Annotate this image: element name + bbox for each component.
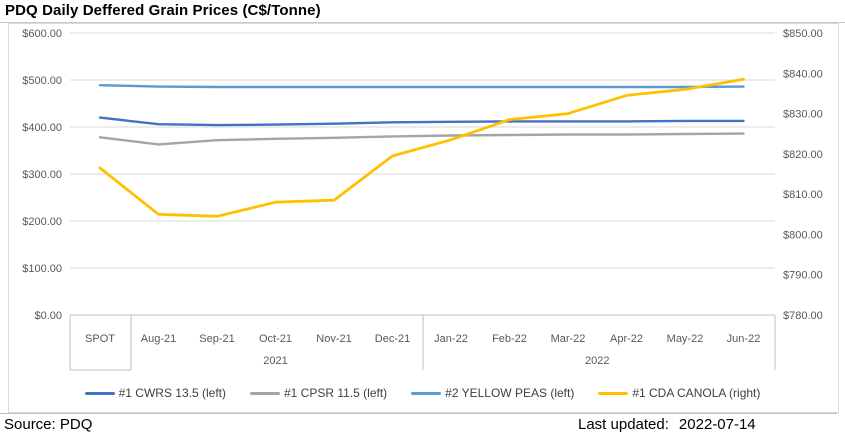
category-label: Oct-21: [259, 333, 292, 345]
last-updated-value: 2022-07-14: [678, 416, 756, 433]
page-title: PDQ Daily Deffered Grain Prices (C$/Tonn…: [5, 2, 321, 19]
right-axis-tick: $840.00: [783, 68, 823, 80]
series-lines: [98, 77, 745, 218]
right-axis-tick: $850.00: [783, 28, 823, 40]
series-line-0: [98, 116, 745, 127]
legend-line-swatch: [411, 391, 442, 395]
axes: $600.00 $500.00 $400.00 $300.00 $200.00 $100.…: [22, 28, 823, 371]
left-axis-tick: $0.00: [34, 310, 62, 322]
last-updated: Last updated: 2022-07-14: [578, 416, 756, 433]
right-axis-tick: $800.00: [783, 229, 823, 241]
series-line-2: [98, 84, 745, 89]
category-label: Apr-22: [610, 333, 643, 345]
left-axis-tick: $400.00: [22, 122, 62, 134]
grain-prices-line-chart[interactable]: $600.00 $500.00 $400.00 $300.00 $200.00 $100.…: [0, 24, 845, 413]
left-axis-tick: $600.00: [22, 28, 62, 40]
footer-divider: [0, 413, 837, 414]
chart-legend: #1 CWRS 13.5 (left) #1 CPSR 11.5 (left) #2…: [0, 384, 845, 402]
right-axis-tick: $820.00: [783, 149, 823, 161]
year-group-label: 2022: [585, 355, 609, 367]
right-axis-tick: $810.00: [783, 189, 823, 201]
category-label: Dec-21: [375, 333, 410, 345]
category-label: Feb-22: [492, 333, 527, 345]
legend-line-swatch: [250, 391, 280, 395]
category-label: Mar-22: [551, 333, 586, 345]
legend-label: #1 CWRS 13.5 (left): [118, 386, 226, 400]
left-axis-tick: $300.00: [22, 169, 62, 181]
source-note: Source: PDQ: [4, 416, 93, 433]
legend-label: #2 YELLOW PEAS (left): [445, 386, 575, 400]
legend-item-2: #2 YELLOW PEAS (left): [411, 386, 574, 400]
category-label: Jun-22: [727, 333, 761, 345]
category-label: SPOT: [85, 333, 115, 345]
year-group-label: 2021: [263, 355, 287, 367]
left-axis-tick: $100.00: [22, 263, 62, 275]
category-label: Aug-21: [141, 333, 176, 345]
legend-label: #1 CPSR 11.5 (left): [284, 386, 388, 400]
left-axis-tick: $500.00: [22, 75, 62, 87]
category-label: Nov-21: [316, 333, 351, 345]
left-axis-tick: $200.00: [22, 216, 62, 228]
legend-line-swatch: [598, 391, 629, 395]
legend-item-3: #1 CDA CANOLA (right): [598, 386, 760, 400]
right-axis-tick: $790.00: [783, 270, 823, 282]
legend-item-1: #1 CPSR 11.5 (left): [250, 386, 387, 400]
right-axis-tick: $780.00: [783, 310, 823, 322]
category-label: May-22: [667, 333, 704, 345]
title-cell: PDQ Daily Deffered Grain Prices (C$/Tonn…: [0, 0, 845, 23]
category-label: Jan-22: [434, 333, 468, 345]
legend-label: #1 CDA CANOLA (right): [632, 386, 761, 400]
legend-line-swatch: [84, 391, 115, 395]
series-line-1: [98, 132, 745, 146]
right-axis-tick: $830.00: [783, 109, 823, 121]
legend-item-0: #1 CWRS 13.5 (left): [84, 386, 226, 400]
category-label: Sep-21: [199, 333, 234, 345]
series-line-3: [98, 77, 745, 218]
gridlines: [70, 32, 775, 316]
last-updated-label: Last updated:: [578, 416, 669, 433]
